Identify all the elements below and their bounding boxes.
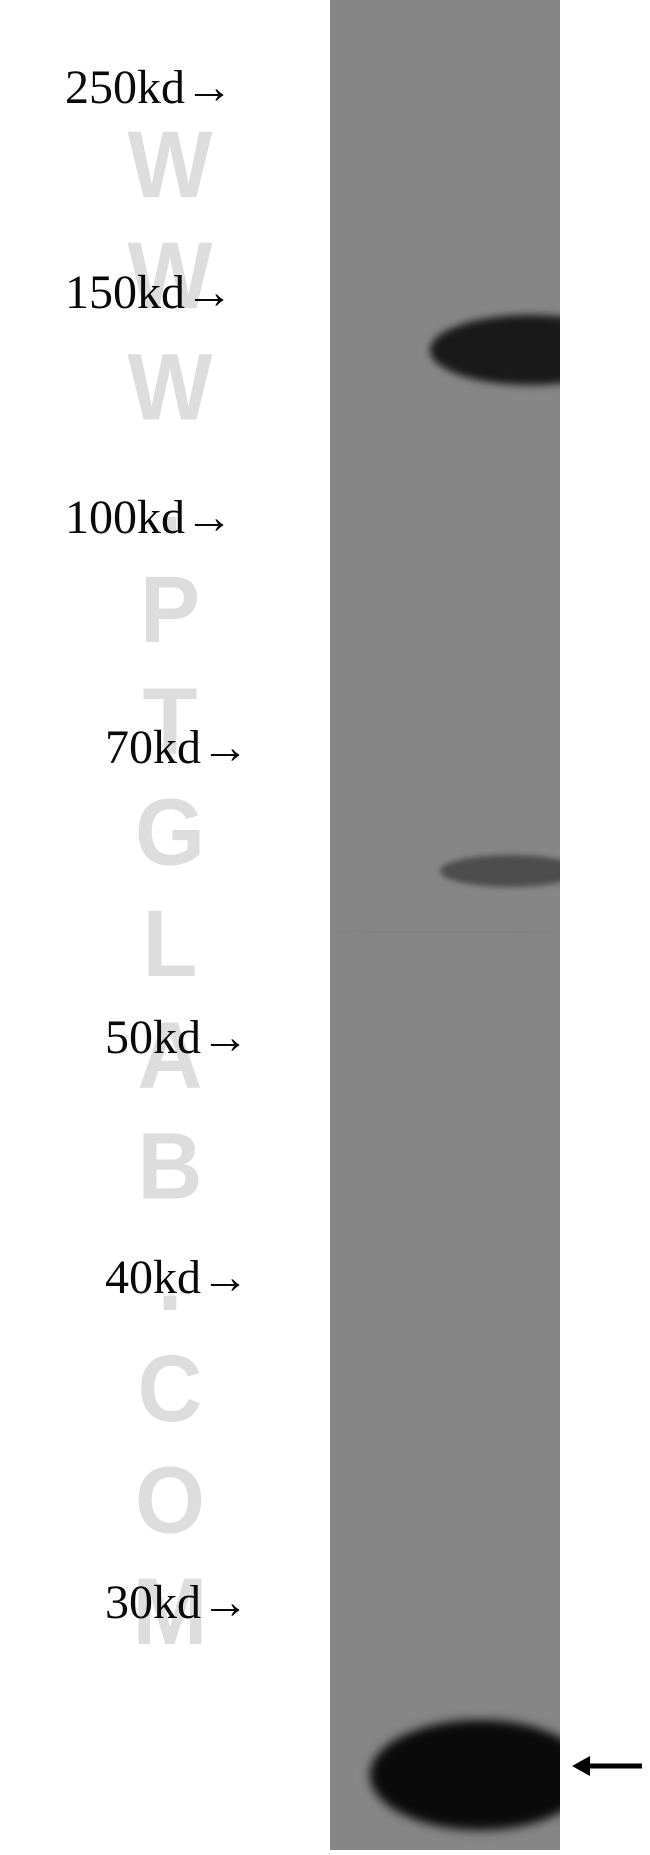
- band-60kd: [440, 855, 560, 887]
- target-band-arrow-icon: [572, 1750, 642, 1782]
- watermark-text: WWW.PTGLAB.COM: [118, 113, 221, 1671]
- marker-100kd: 100kd→: [65, 490, 233, 545]
- western-blot-figure: WWW.PTGLAB.COM 250kd→ 150kd→ 100kd→ 70kd…: [0, 0, 650, 1855]
- marker-250kd: 250kd→: [65, 60, 233, 115]
- blot-lane: [330, 0, 560, 1850]
- marker-150kd: 150kd→: [65, 265, 233, 320]
- marker-50kd: 50kd→: [105, 1010, 249, 1065]
- membrane-crease: [330, 930, 560, 933]
- marker-30kd: 30kd→: [105, 1575, 249, 1630]
- marker-70kd: 70kd→: [105, 720, 249, 775]
- marker-40kd: 40kd→: [105, 1250, 249, 1305]
- band-target: [370, 1720, 560, 1830]
- band-150kd: [430, 315, 560, 385]
